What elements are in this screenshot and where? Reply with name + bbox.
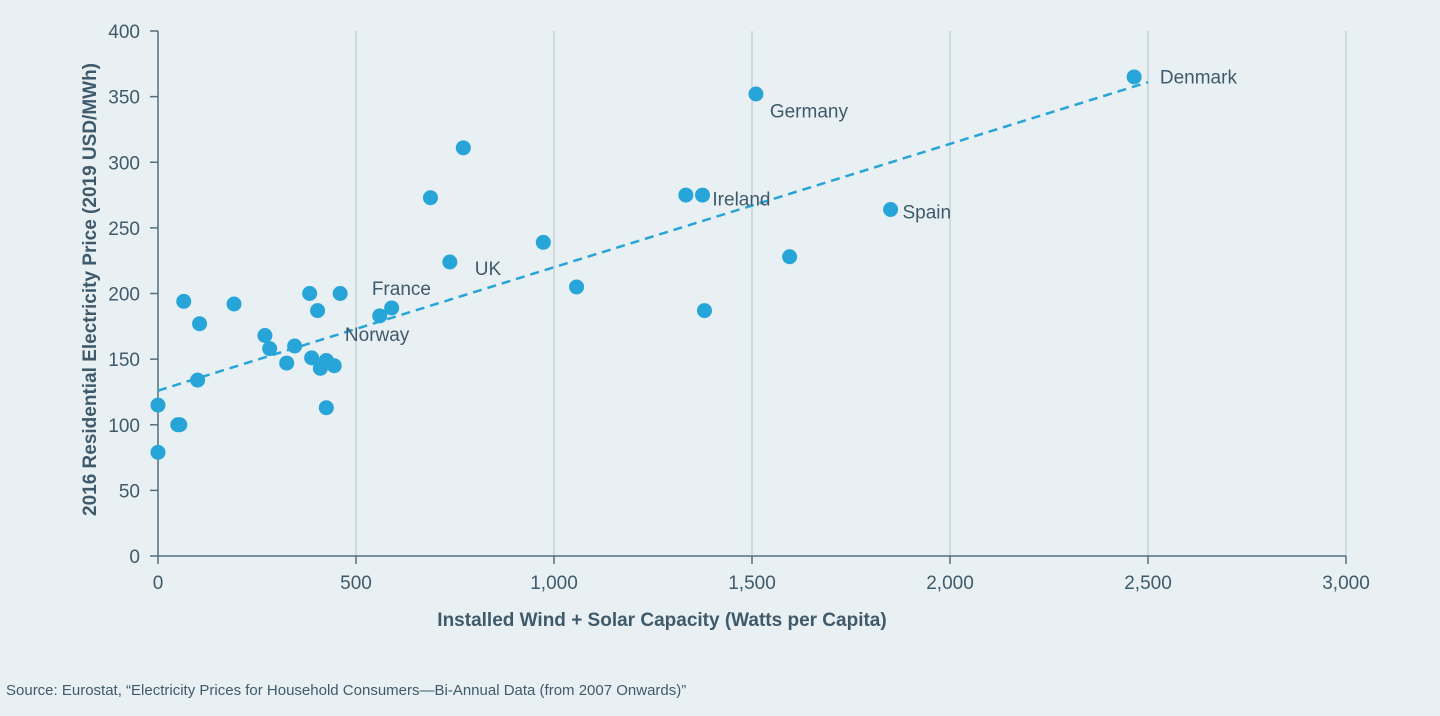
axes [150, 30, 1347, 564]
data-point [569, 279, 585, 295]
data-point [782, 249, 798, 265]
data-point [442, 254, 458, 270]
data-point [262, 341, 278, 357]
data-point [455, 140, 471, 156]
data-point [257, 328, 273, 343]
data-point [695, 187, 710, 203]
country-label: France [372, 279, 431, 300]
data-point [748, 86, 764, 102]
data-point [304, 350, 320, 366]
data-point [287, 338, 303, 354]
data-point [150, 444, 166, 460]
data-point [226, 296, 242, 312]
trendline-group [157, 80, 1149, 392]
x-axis-title: Installed Wind + Solar Capacity (Watts p… [437, 610, 886, 631]
y-tick-label: 350 [108, 88, 140, 109]
country-label: Denmark [1160, 68, 1238, 89]
trendline [157, 80, 1149, 392]
x-tick-label: 2,000 [926, 573, 974, 594]
data-point [176, 293, 192, 309]
tick-labels: 0 50 100 150 200 250 300 350 400 0 500 1,000 1,500 2,… [108, 22, 1369, 594]
y-tick-label: 300 [108, 153, 140, 174]
source-note: Source: Eurostat, “Electricity Prices fo… [6, 682, 687, 699]
x-tick-label: 2,500 [1124, 573, 1172, 594]
data-points [150, 69, 1142, 460]
data-point [372, 308, 388, 324]
y-axis-title: 2016 Residential Electricity Price (2019… [80, 63, 101, 516]
data-point [302, 286, 318, 301]
data-point [1126, 69, 1142, 85]
x-tick-label: 0 [153, 573, 164, 594]
y-tick-label: 0 [129, 547, 140, 568]
data-point [422, 190, 438, 206]
data-point [172, 417, 188, 433]
y-tick-label: 250 [108, 219, 140, 240]
x-tick-label: 1,000 [530, 573, 578, 594]
grid-lines [355, 31, 1347, 556]
data-point [310, 303, 326, 319]
data-point [883, 202, 899, 217]
y-tick-label: 400 [108, 22, 140, 43]
country-label: UK [475, 259, 502, 280]
data-point [279, 355, 295, 371]
x-tick-label: 1,500 [728, 573, 776, 594]
data-point [332, 286, 348, 301]
country-label: Germany [770, 102, 849, 123]
data-point [678, 187, 694, 203]
y-tick-label: 200 [108, 285, 140, 306]
data-point [696, 303, 712, 319]
country-label: Ireland [712, 190, 770, 211]
x-tick-label: 500 [340, 573, 372, 594]
data-point [535, 234, 551, 250]
x-tick-label: 3,000 [1322, 573, 1370, 594]
data-point [318, 400, 334, 416]
data-point [150, 397, 166, 413]
data-point [190, 372, 206, 388]
data-point [326, 358, 342, 374]
y-tick-label: 50 [119, 481, 140, 502]
point-annotations: Denmark Germany Ireland Spain UK France Norway [345, 68, 1238, 346]
country-label: Norway [345, 325, 410, 346]
data-point [384, 300, 400, 316]
data-point [192, 316, 208, 332]
y-tick-label: 100 [108, 416, 140, 437]
country-label: Spain [902, 203, 951, 224]
y-tick-label: 150 [108, 350, 140, 371]
